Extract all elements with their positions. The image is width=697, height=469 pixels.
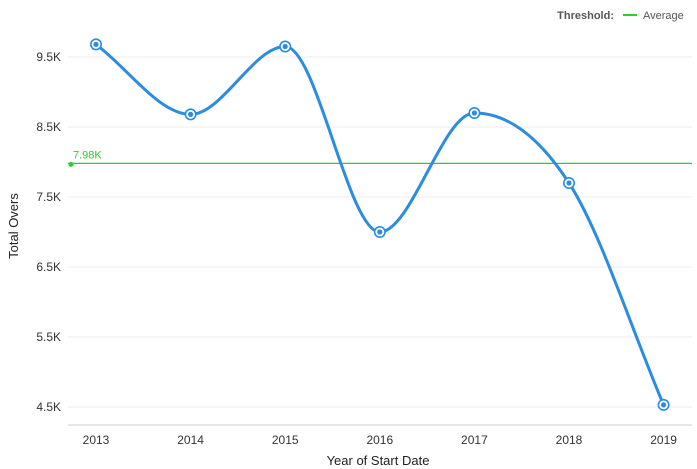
y-tick-label: 9.5K (36, 50, 61, 64)
data-point[interactable] (373, 226, 386, 239)
y-tick-label: 4.5K (36, 400, 61, 414)
y-tick-label: 6.5K (36, 260, 61, 274)
threshold-label: 7.98K (73, 149, 102, 161)
data-point-core (471, 110, 477, 116)
y-axis-ticks: 4.5K 5.5K 6.5K 7.5K 8.5K 9.5K (36, 50, 61, 414)
data-point-core (377, 229, 383, 235)
series-line (94, 42, 666, 407)
x-axis-title: Year of Start Date (327, 453, 430, 468)
data-point[interactable] (184, 108, 197, 121)
data-point-core (566, 180, 572, 186)
threshold-marker (68, 161, 74, 167)
data-point-core (282, 43, 288, 50)
legend: Threshold: Average (557, 10, 684, 22)
x-axis-ticks: 2013 2014 2015 2016 2017 2018 2019 (83, 433, 678, 447)
grid (68, 56, 692, 408)
y-tick-label: 5.5K (36, 330, 61, 344)
x-tick-label: 2017 (461, 433, 488, 447)
data-point[interactable] (468, 107, 481, 120)
x-tick-label: 2014 (177, 433, 204, 447)
y-tick-label: 8.5K (36, 120, 61, 134)
x-tick-label: 2015 (272, 433, 299, 447)
x-tick-label: 2019 (650, 433, 677, 447)
x-tick-label: 2018 (556, 433, 583, 447)
y-tick-label: 7.5K (36, 190, 61, 204)
data-point-core (93, 41, 99, 48)
data-point-core (188, 111, 194, 117)
legend-title: Threshold: (557, 10, 614, 22)
legend-label-average: Average (643, 10, 684, 22)
data-point[interactable] (90, 38, 103, 51)
data-points (90, 38, 670, 411)
data-point[interactable] (562, 177, 575, 190)
y-axis-title: Total Overs (6, 193, 21, 259)
data-point[interactable] (279, 40, 292, 53)
data-point-core (661, 402, 667, 408)
x-tick-label: 2013 (83, 433, 110, 447)
data-point[interactable] (657, 398, 670, 411)
x-tick-label: 2016 (366, 433, 393, 447)
